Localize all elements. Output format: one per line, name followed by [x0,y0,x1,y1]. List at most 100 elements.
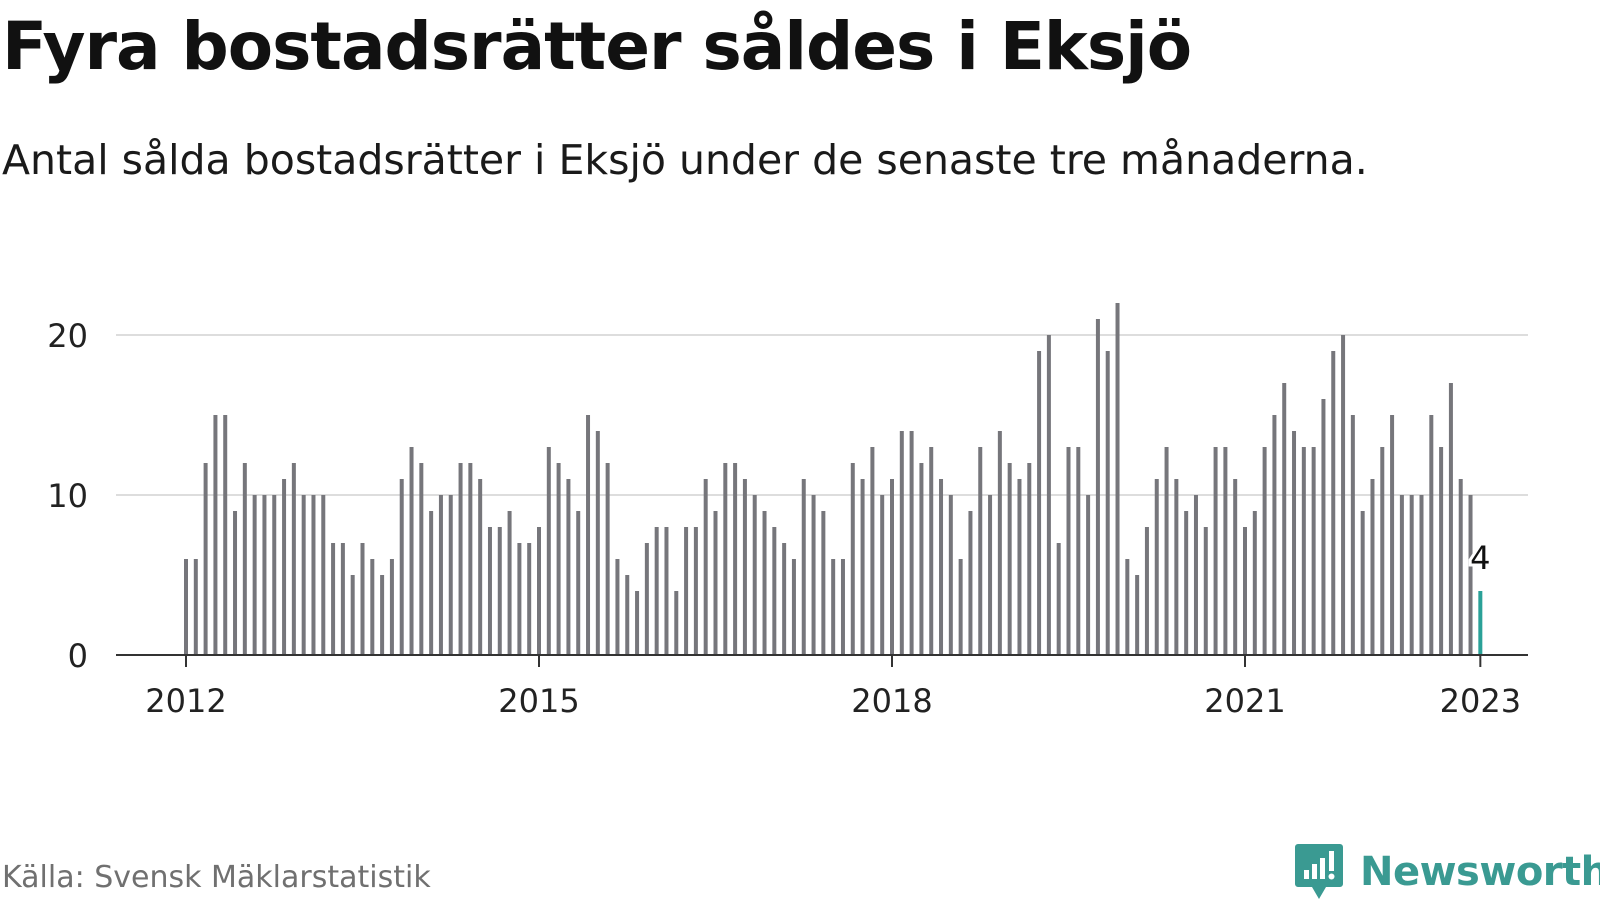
bar [1282,383,1287,655]
bar [233,511,238,655]
bar [193,559,198,655]
bar [890,479,894,655]
bar [203,463,208,655]
bar [860,479,865,655]
bar [1105,351,1110,655]
y-tick-label-10: 10 [47,477,88,515]
bar [1095,319,1100,655]
y-axis-labels: 0 10 20 [47,317,88,675]
bar [223,415,228,655]
bar [576,511,581,655]
bar [1086,495,1091,655]
bar [478,479,483,655]
bar [1370,479,1375,655]
bar [1125,559,1130,655]
bar [399,479,404,655]
bar [272,495,277,655]
bar [772,527,777,655]
bar [1056,543,1061,655]
annotation: 4 [1467,536,1493,580]
bar [360,543,365,655]
y-tick-label-0: 0 [68,637,88,675]
bar [1184,511,1189,655]
bar [527,543,532,655]
bar [782,543,787,655]
bar [1046,335,1051,655]
bar [1439,447,1444,655]
bar [1223,447,1228,655]
bar [1233,479,1238,655]
bar [1321,399,1326,655]
chart-title: Fyra bostadsrätter såldes i Eksjö [2,8,1192,85]
bar [311,495,316,655]
x-tick-label-2015: 2015 [498,682,579,720]
bar [291,463,296,655]
bar [1213,447,1218,655]
bar [321,495,326,655]
bar [968,511,973,655]
bar [1144,527,1149,655]
bar [801,479,806,655]
bar [1292,431,1297,655]
bar [262,495,267,655]
bar [1066,447,1071,655]
bar [958,559,963,655]
newsworthy-logo-icon [1295,844,1343,899]
bar [213,415,218,655]
bar [644,543,649,655]
bar [1272,415,1277,655]
bar [1380,447,1385,655]
bar [1017,479,1022,655]
bar [1007,463,1012,655]
bar [762,511,767,655]
gridlines [116,334,1528,496]
bar [831,559,836,655]
brand-name: Newsworthy [1360,849,1600,895]
bar [929,447,934,655]
bar [1174,479,1179,655]
bar [595,431,600,655]
bar-highlight [1478,591,1483,655]
bar [546,447,551,655]
bar [723,463,728,655]
bar [1135,575,1140,655]
bar [409,447,414,655]
bar [1243,527,1247,655]
bar [487,527,492,655]
x-tick-label-2023: 2023 [1440,682,1521,720]
bar [733,463,738,655]
bar [939,479,944,655]
bar [1429,415,1434,655]
bar [282,479,287,655]
x-axis-ticks: 2012 2015 2018 2021 2023 [145,655,1521,720]
bar [605,463,610,655]
bar [1262,447,1267,655]
bar-chart: 0 10 20 2012 2015 2018 2021 2023 4 [47,303,1528,720]
bar [1115,303,1120,655]
bar [340,543,345,655]
bar [1419,495,1424,655]
bar [1252,511,1257,655]
bar [468,463,473,655]
bar [566,479,571,655]
bar [507,511,512,655]
bar [331,543,336,655]
bar [654,527,659,655]
bar [1458,479,1463,655]
bar [713,511,718,655]
bar [1331,351,1336,655]
bar [791,559,796,655]
bar [840,559,845,655]
source-note: Källa: Svensk Mäklarstatistik [2,860,431,895]
bar [537,527,541,655]
x-tick-label-2021: 2021 [1204,682,1285,720]
bar [1037,351,1042,655]
bar [1360,511,1365,655]
bar [752,495,757,655]
y-tick-label-20: 20 [47,317,88,355]
bar [438,495,443,655]
bar [625,575,630,655]
bar [615,559,620,655]
bar [1341,335,1346,655]
bar [419,463,424,655]
